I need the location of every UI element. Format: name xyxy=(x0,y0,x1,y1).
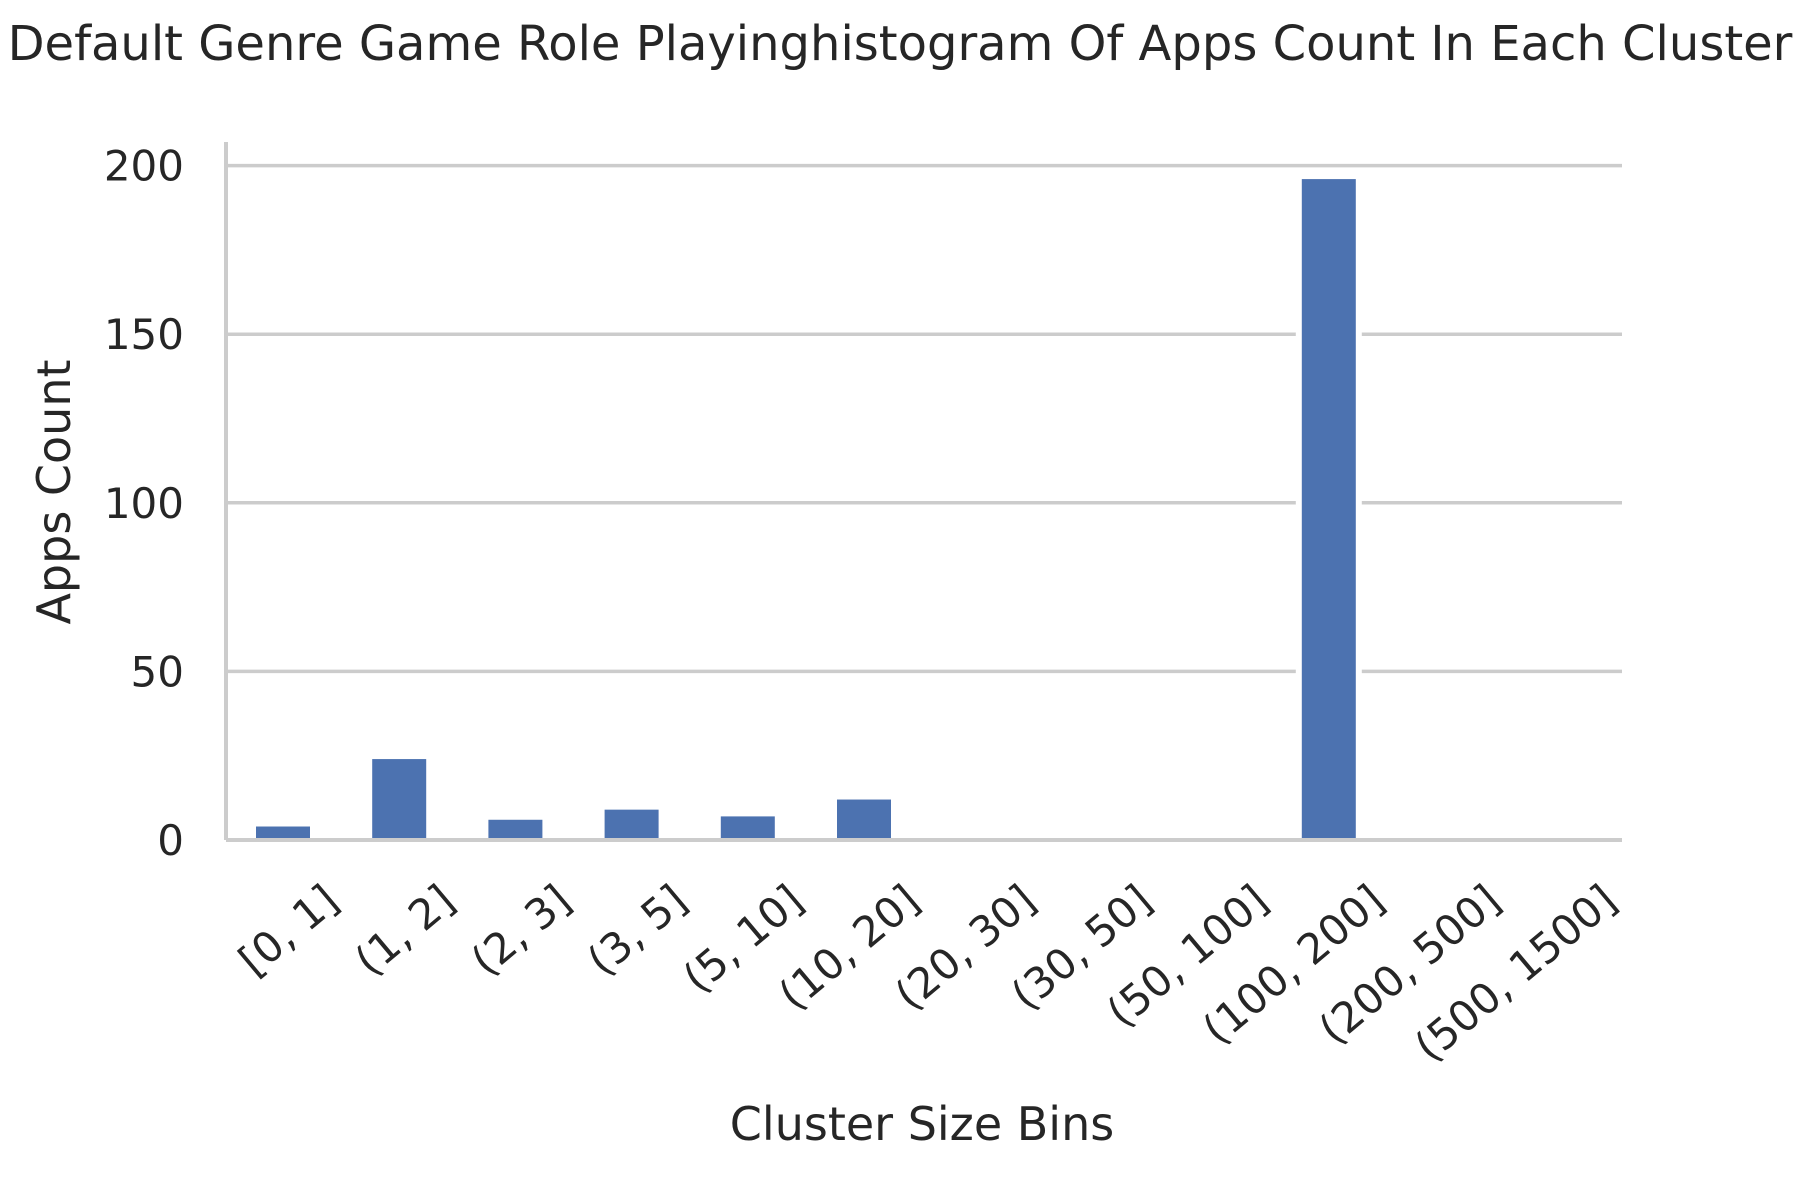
x-tick-label: (500, 1500] xyxy=(1405,875,1625,1071)
bars xyxy=(256,173,1362,846)
y-tick-label: 0 xyxy=(157,816,184,865)
x-axis-label: Cluster Size Bins xyxy=(730,1097,1114,1151)
chart-title: Default Genre Game Role Playinghistogram… xyxy=(8,16,1793,72)
bar xyxy=(604,809,659,840)
bar xyxy=(1295,173,1362,846)
bar xyxy=(488,819,543,840)
x-tick-label: (2, 3] xyxy=(462,875,580,985)
bar xyxy=(837,799,891,840)
x-tick-label: (1, 2] xyxy=(346,875,464,985)
y-tick-label: 50 xyxy=(131,647,184,696)
x-tick-labels: [0, 1](1, 2](2, 3](3, 5](5, 10](10, 20](… xyxy=(229,875,1625,1071)
bar xyxy=(256,826,310,840)
x-tick-label: [0, 1] xyxy=(229,875,347,985)
bar xyxy=(372,759,427,840)
y-grid xyxy=(226,163,1622,674)
y-tick-labels: 0 50 100 150 200 xyxy=(104,142,184,865)
y-tick-label: 150 xyxy=(104,310,184,359)
y-axis-label: Apps Count xyxy=(27,359,81,624)
bar xyxy=(720,816,775,840)
y-tick-label: 200 xyxy=(104,142,184,191)
y-tick-label: 100 xyxy=(104,479,184,528)
